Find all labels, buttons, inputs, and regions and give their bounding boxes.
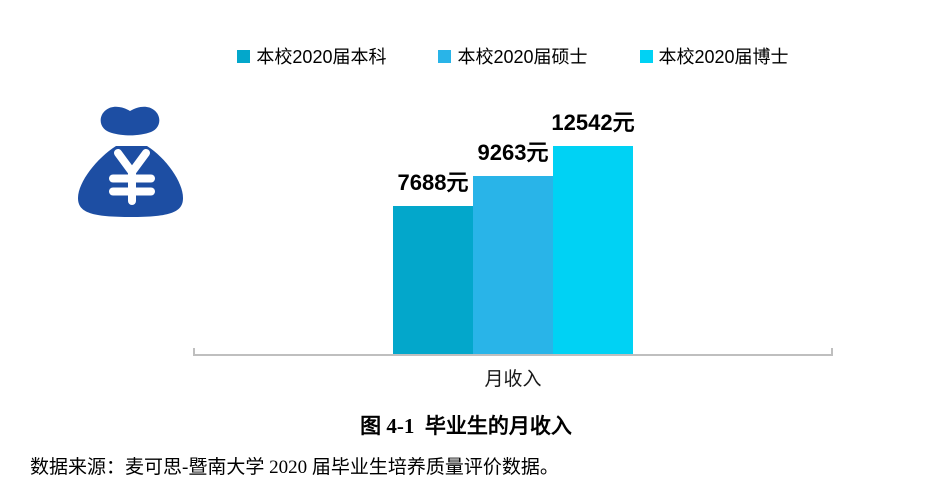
figure-caption: 图 4-1 毕业生的月收入: [360, 414, 572, 438]
x-axis-tick-left: [193, 348, 195, 354]
legend-swatch-icon: [438, 49, 452, 63]
legend-swatch-icon: [237, 49, 251, 63]
legend-item: 本校2020届博士: [639, 43, 789, 69]
bar-value-label: 9263元: [477, 140, 549, 165]
legend-item: 本校2020届硕士: [438, 43, 588, 69]
bar-value-label: 7688元: [397, 170, 469, 195]
x-axis-line: [193, 348, 833, 356]
legend-label: 本校2020届本科: [256, 47, 387, 67]
bar-group: 9263元: [473, 112, 553, 355]
money-bag-icon: [78, 106, 183, 217]
money-bag-knot: [100, 106, 160, 136]
chart-legend: 本校2020届本科 本校2020届硕士 本校2020届博士: [193, 43, 833, 69]
bar-group: 12542元: [551, 110, 635, 355]
legend-swatch-icon: [639, 49, 653, 63]
bar-value-label: 12542元: [551, 110, 635, 135]
x-axis-label: 月收入: [484, 369, 542, 390]
legend-label: 本校2020届博士: [658, 47, 789, 67]
data-source-note: 数据来源：麦可思-暨南大学 2020 届毕业生培养质量评价数据。: [30, 457, 559, 478]
bar: [393, 206, 473, 355]
bar-group: 7688元: [393, 112, 473, 355]
yuan-symbol-icon: [109, 149, 155, 205]
plot-area: 7688元 9263元 12542元: [193, 112, 833, 355]
legend-item: 本校2020届本科: [237, 43, 386, 69]
bar: [553, 146, 633, 355]
bar: [473, 176, 553, 355]
x-axis-tick-right: [831, 348, 833, 354]
legend-label: 本校2020届硕士: [457, 47, 588, 67]
